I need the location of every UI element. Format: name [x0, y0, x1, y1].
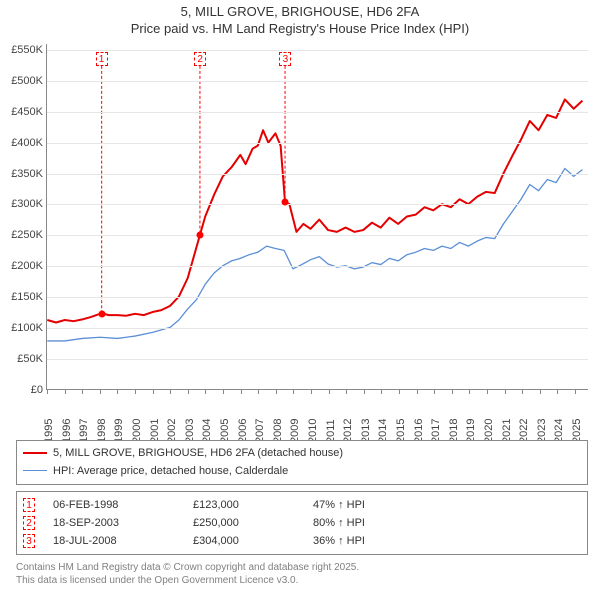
x-tick [452, 389, 453, 394]
y-axis-label: £500K [11, 75, 43, 87]
x-tick [575, 389, 576, 394]
legend-box: 5, MILL GROVE, BRIGHOUSE, HD6 2FA (detac… [16, 440, 588, 485]
y-axis-label: £100K [11, 322, 43, 334]
x-tick [117, 389, 118, 394]
gridline-h [47, 143, 588, 144]
y-axis-label: £550K [11, 44, 43, 56]
event-row-marker: 2 [23, 516, 35, 530]
x-tick [258, 389, 259, 394]
attrib-line-1: Contains HM Land Registry data © Crown c… [16, 561, 588, 574]
y-axis-label: £350K [11, 168, 43, 180]
x-tick [223, 389, 224, 394]
event-row-price: £123,000 [193, 499, 313, 511]
y-axis-label: £400K [11, 137, 43, 149]
x-tick [522, 389, 523, 394]
x-tick [487, 389, 488, 394]
x-tick [540, 389, 541, 394]
title-line-2: Price paid vs. HM Land Registry's House … [0, 21, 600, 38]
x-tick [276, 389, 277, 394]
x-tick [364, 389, 365, 394]
gridline-h [47, 359, 588, 360]
x-tick [100, 389, 101, 394]
event-row-date: 06-FEB-1998 [53, 499, 193, 511]
x-tick [381, 389, 382, 394]
x-tick [417, 389, 418, 394]
event-row: 2 18-SEP-2003£250,00080% ↑ HPI [23, 514, 581, 532]
legend-label: HPI: Average price, detached house, Cald… [53, 465, 288, 477]
event-point-2 [197, 232, 204, 239]
x-tick [170, 389, 171, 394]
y-axis-label: £200K [11, 260, 43, 272]
event-point-3 [282, 198, 289, 205]
x-tick [82, 389, 83, 394]
title-line-1: 5, MILL GROVE, BRIGHOUSE, HD6 2FA [0, 4, 600, 21]
gridline-h [47, 328, 588, 329]
event-row-price: £250,000 [193, 517, 313, 529]
x-tick [557, 389, 558, 394]
x-tick [153, 389, 154, 394]
event-row-date: 18-JUL-2008 [53, 535, 193, 547]
event-row-marker: 3 [23, 534, 35, 548]
y-axis-label: £150K [11, 291, 43, 303]
event-point-1 [98, 310, 105, 317]
legend-item: HPI: Average price, detached house, Cald… [23, 463, 581, 481]
x-tick [399, 389, 400, 394]
legend-swatch [23, 452, 47, 454]
x-tick [188, 389, 189, 394]
x-tick [329, 389, 330, 394]
x-tick [205, 389, 206, 394]
x-tick [293, 389, 294, 394]
event-row-date: 18-SEP-2003 [53, 517, 193, 529]
gridline-h [47, 235, 588, 236]
event-marker-1: 1 [96, 52, 108, 66]
x-tick [65, 389, 66, 394]
event-marker-3: 3 [279, 52, 291, 66]
gridline-h [47, 266, 588, 267]
chart-title: 5, MILL GROVE, BRIGHOUSE, HD6 2FA Price … [0, 0, 600, 38]
chart-area: £0£50K£100K£150K£200K£250K£300K£350K£400… [46, 44, 588, 390]
x-tick [434, 389, 435, 394]
x-tick [469, 389, 470, 394]
event-row-delta: 80% ↑ HPI [313, 517, 365, 529]
y-axis-label: £250K [11, 229, 43, 241]
gridline-h [47, 112, 588, 113]
y-axis-label: £0 [31, 384, 43, 396]
x-tick [346, 389, 347, 394]
x-tick [505, 389, 506, 394]
y-axis-label: £450K [11, 106, 43, 118]
event-marker-2: 2 [194, 52, 206, 66]
y-axis-label: £300K [11, 198, 43, 210]
events-box: 1 06-FEB-1998£123,00047% ↑ HPI 2 18-SEP-200… [16, 491, 588, 555]
gridline-h [47, 81, 588, 82]
event-row: 3 18-JUL-2008£304,00036% ↑ HPI [23, 532, 581, 550]
attribution: Contains HM Land Registry data © Crown c… [16, 561, 588, 587]
x-tick [47, 389, 48, 394]
legend-swatch [23, 470, 47, 471]
below-chart: 5, MILL GROVE, BRIGHOUSE, HD6 2FA (detac… [16, 440, 588, 587]
x-tick [311, 389, 312, 394]
gridline-h [47, 50, 588, 51]
event-row-price: £304,000 [193, 535, 313, 547]
event-row-delta: 36% ↑ HPI [313, 535, 365, 547]
event-row-marker: 1 [23, 498, 35, 512]
gridline-h [47, 174, 588, 175]
series-line [47, 99, 582, 322]
plot-area: £0£50K£100K£150K£200K£250K£300K£350K£400… [46, 44, 588, 390]
line-svg [47, 44, 588, 389]
attrib-line-2: This data is licensed under the Open Gov… [16, 574, 588, 587]
event-row-delta: 47% ↑ HPI [313, 499, 365, 511]
chart-container: 5, MILL GROVE, BRIGHOUSE, HD6 2FA Price … [0, 0, 600, 590]
legend-label: 5, MILL GROVE, BRIGHOUSE, HD6 2FA (detac… [53, 447, 343, 459]
gridline-h [47, 297, 588, 298]
legend-item: 5, MILL GROVE, BRIGHOUSE, HD6 2FA (detac… [23, 445, 581, 463]
gridline-h [47, 204, 588, 205]
x-tick [135, 389, 136, 394]
x-tick [241, 389, 242, 394]
y-axis-label: £50K [17, 353, 43, 365]
event-row: 1 06-FEB-1998£123,00047% ↑ HPI [23, 496, 581, 514]
